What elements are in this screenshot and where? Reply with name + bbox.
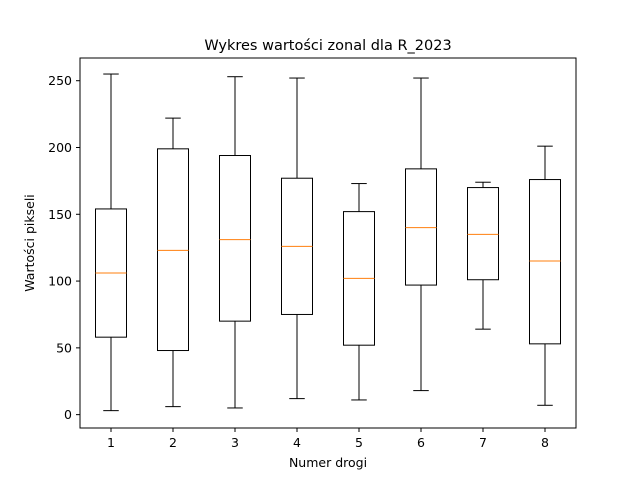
- box-iqr: [405, 168, 437, 286]
- y-tick-label: 150: [48, 207, 72, 222]
- x-axis-label: Numer drogi: [289, 455, 367, 470]
- x-tick-label: 8: [541, 435, 549, 450]
- box-iqr: [467, 187, 499, 281]
- y-tick-label: 200: [48, 140, 72, 155]
- x-tick-label: 4: [293, 435, 301, 450]
- y-tick-label: 0: [64, 407, 72, 422]
- x-tick-label: 5: [355, 435, 363, 450]
- x-tick-label: 6: [417, 435, 425, 450]
- y-tick-label: 50: [56, 340, 72, 355]
- plot-frame: [79, 57, 577, 429]
- x-tick-label: 1: [107, 435, 115, 450]
- box-iqr: [219, 155, 251, 322]
- chart-title: Wykres wartości zonal dla R_2023: [204, 38, 451, 54]
- x-tick-label: 3: [231, 435, 239, 450]
- plot-area: 1 2 3 4 5 6 7 8 0 50 100 150 200 250: [48, 73, 561, 450]
- x-tick-label: 7: [479, 435, 487, 450]
- box-iqr: [157, 148, 189, 352]
- x-tick-label: 2: [169, 435, 177, 450]
- y-axis-label: Wartości pikseli: [22, 194, 37, 292]
- y-tick-label: 100: [48, 274, 72, 289]
- y-tick-label: 250: [48, 73, 72, 88]
- box-iqr: [529, 179, 561, 345]
